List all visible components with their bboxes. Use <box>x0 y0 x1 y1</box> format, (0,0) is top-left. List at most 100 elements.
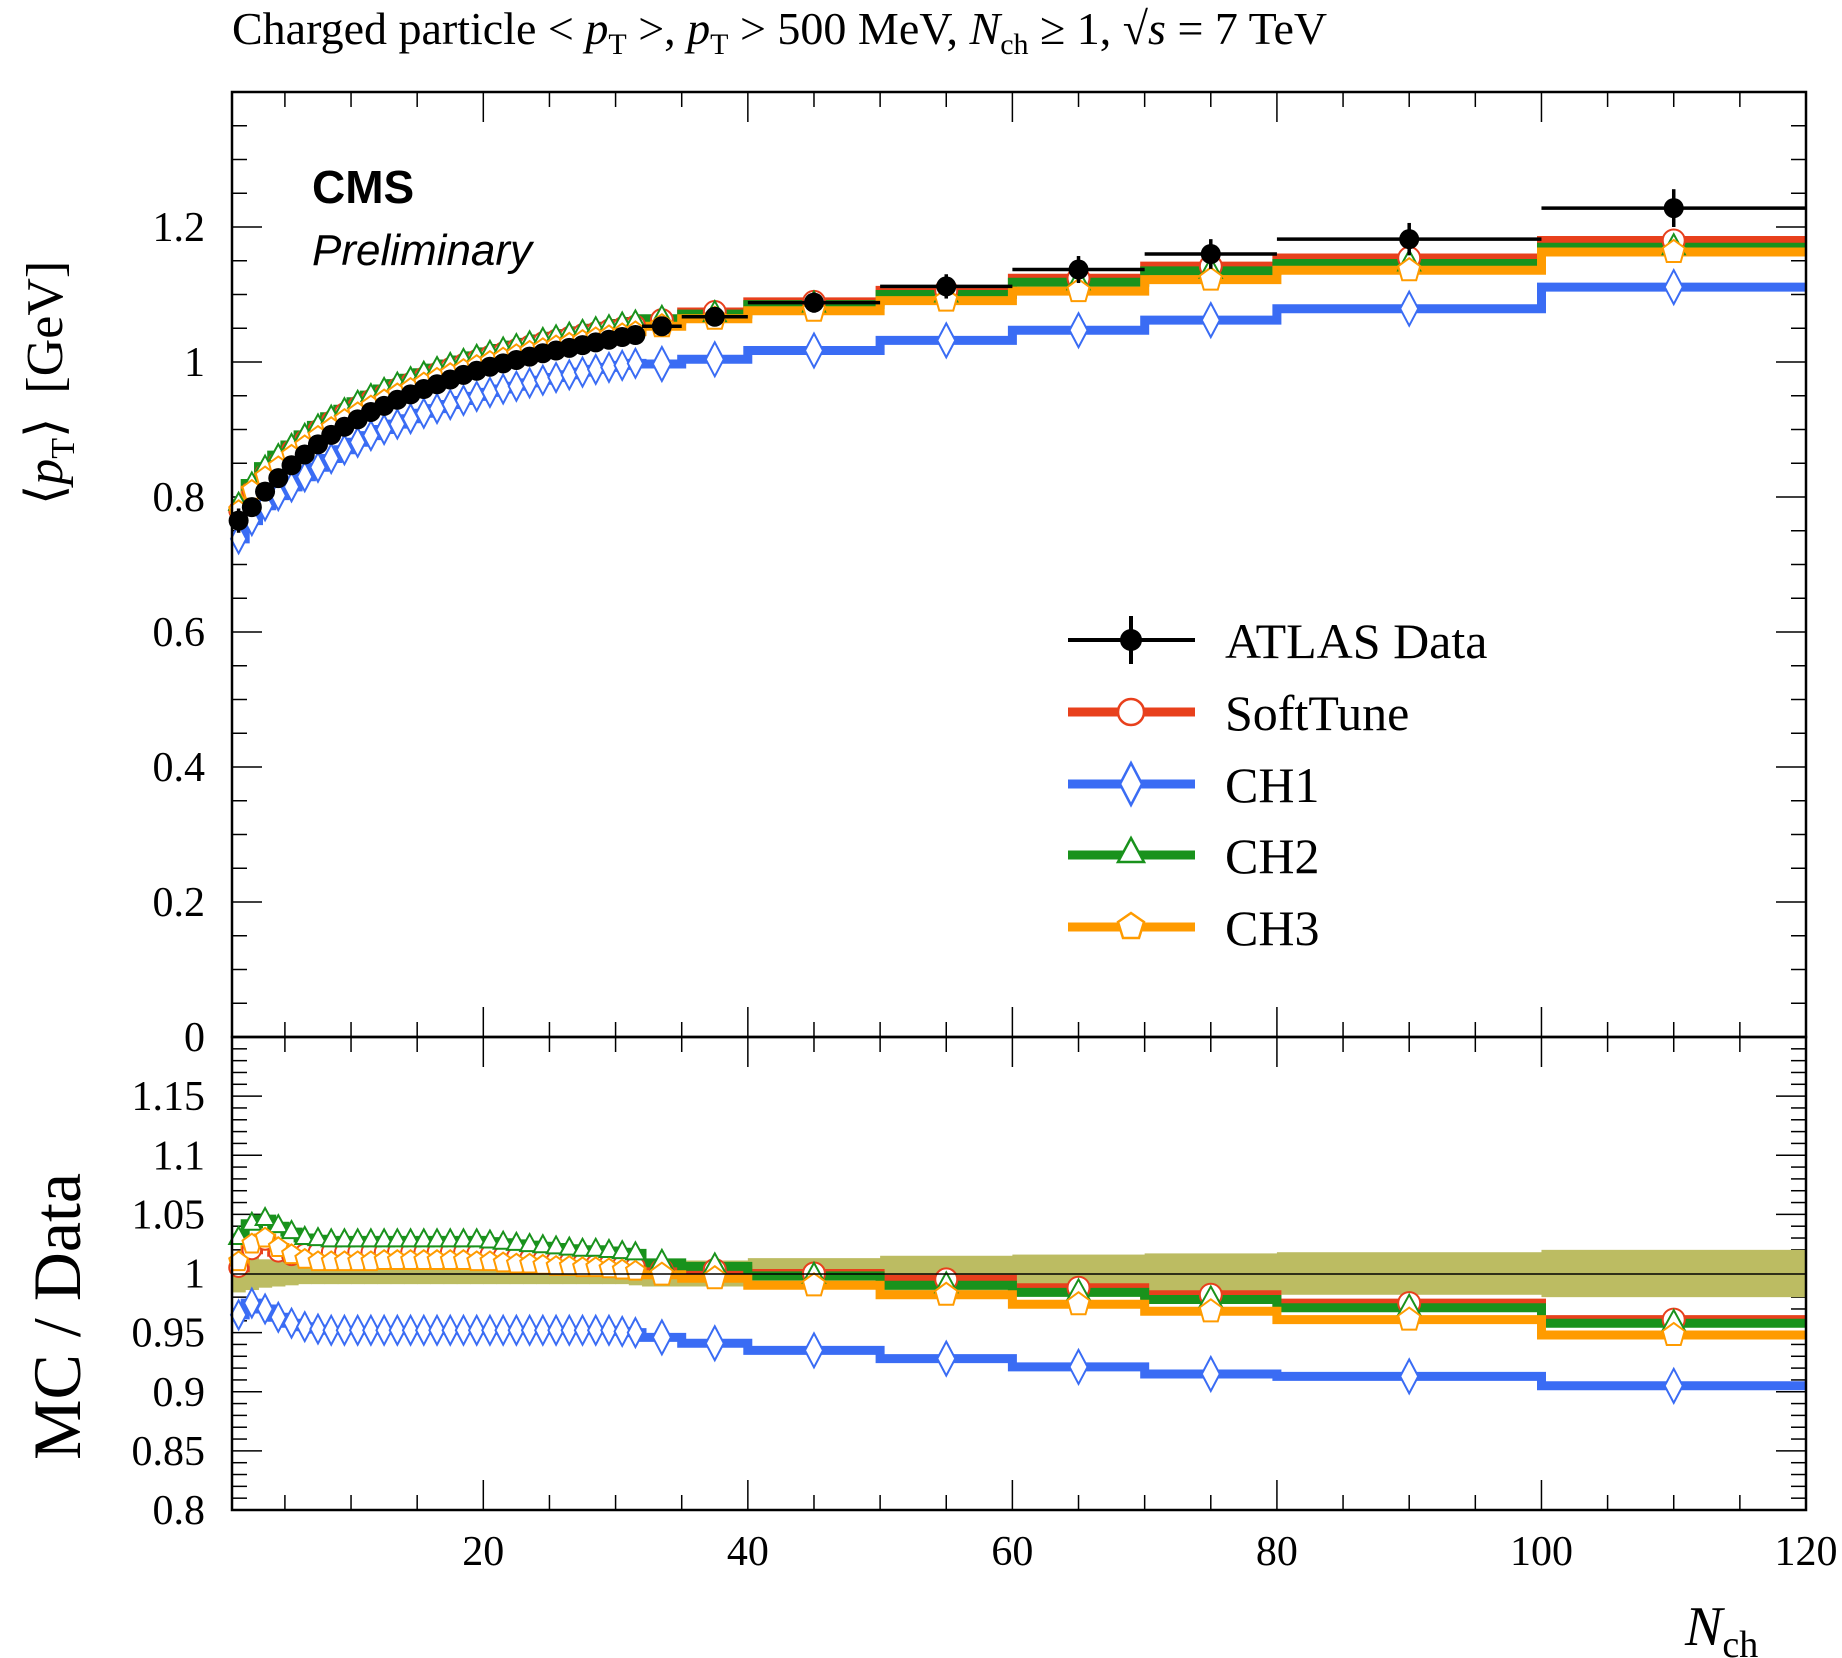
ch2-marker <box>465 1227 488 1248</box>
atlas-data-points <box>228 189 1806 533</box>
ch1-marker <box>651 1318 673 1357</box>
x-tick-label: 40 <box>727 1529 769 1575</box>
ratio-y-tick-label: 1.05 <box>132 1192 206 1238</box>
legend-marker-ch3 <box>1116 911 1146 940</box>
ch3-marker <box>1661 238 1686 263</box>
data-point <box>625 325 646 345</box>
x-tick-label: 120 <box>1775 1529 1838 1575</box>
ch1-marker <box>375 1313 393 1347</box>
legend-label-softtune: SoftTune <box>1225 685 1409 741</box>
ch1-marker <box>534 363 552 397</box>
ch1-marker <box>520 366 539 400</box>
ch1-marker <box>1663 267 1684 307</box>
ch1-marker <box>1399 289 1420 328</box>
ch2-marker <box>571 1236 594 1257</box>
ratio-y-tick-label: 0.95 <box>132 1311 206 1357</box>
ch1-marker <box>651 344 673 384</box>
ch2-marker <box>624 1240 647 1261</box>
ch3-marker <box>1066 1291 1091 1316</box>
chart-title: Charged particle < pT >, pT > 500 MeV, N… <box>232 3 1327 61</box>
ch1-marker <box>560 1313 579 1347</box>
top-y-tick-label: 0.6 <box>153 610 206 656</box>
ch1-marker <box>704 340 725 379</box>
data-point <box>268 468 289 489</box>
data-point <box>1663 198 1684 219</box>
ch3-marker <box>1198 1298 1223 1323</box>
legend-entry-softtune: SoftTune <box>1068 685 1409 741</box>
ch3-marker <box>1198 266 1223 291</box>
x-tick-label: 60 <box>991 1529 1033 1575</box>
ch1-marker <box>586 1313 605 1347</box>
ch1-marker <box>415 1313 433 1347</box>
top-series-markers <box>227 228 1687 556</box>
ch2-marker <box>373 1227 396 1248</box>
legend-entry-atlas-data: ATLAS Data <box>1068 613 1487 669</box>
ch1-marker <box>269 1300 288 1334</box>
ratio-axis-ticks: 20 40 60 80 100 120 0.8 0.85 0.9 0.95 1 1.05 1.1 1.15 <box>132 1036 1838 1575</box>
ch1-marker <box>388 407 407 441</box>
ch1-marker <box>494 372 512 406</box>
ch1-marker <box>547 360 565 395</box>
ch2-marker <box>452 1227 475 1248</box>
ch1-marker <box>936 321 957 360</box>
ch1-marker <box>520 1313 539 1347</box>
data-point <box>704 306 725 327</box>
ch1-marker <box>600 350 618 384</box>
ch1-marker <box>1068 311 1089 350</box>
ch2-marker <box>267 1213 290 1234</box>
ch2-marker <box>492 1229 515 1250</box>
ch1-marker <box>282 1306 301 1340</box>
ch3-marker <box>1397 1306 1422 1331</box>
legend-marker-atlas-data <box>1120 629 1142 651</box>
ch2-marker <box>425 1227 449 1248</box>
legend-label-ch1: CH1 <box>1225 757 1319 813</box>
ch3-marker <box>254 1226 276 1248</box>
ch1-marker <box>428 1313 446 1347</box>
ch1-marker <box>229 1298 248 1332</box>
ch1-marker <box>534 1313 552 1347</box>
ch1-marker <box>803 1331 825 1370</box>
legend-marker-ch2 <box>1115 835 1147 864</box>
ch1-marker <box>481 375 499 409</box>
legend-label-ch3: CH3 <box>1225 900 1319 956</box>
top-axis-ticks: 0 0.2 0.4 0.6 0.8 1 1.2 <box>153 92 1807 1061</box>
ch3-marker <box>624 1259 646 1281</box>
ch3-marker <box>702 1264 727 1290</box>
cms-label: CMS <box>312 161 414 213</box>
ch2-marker <box>597 1237 621 1258</box>
legend-label-ch2: CH2 <box>1225 828 1319 884</box>
ch1-marker <box>1663 1366 1684 1405</box>
ch1-marker <box>507 1313 526 1347</box>
ch1-marker <box>322 1313 340 1347</box>
ch1-marker <box>243 1286 261 1320</box>
ch1-marker <box>309 450 327 484</box>
ch2-marker <box>505 1230 528 1251</box>
ch1-marker <box>401 402 420 436</box>
ch1-marker <box>348 1313 367 1347</box>
ch1-marker <box>626 1316 645 1350</box>
legend-marker-softtune <box>1116 697 1146 727</box>
ratio-y-tick-label: 1.1 <box>153 1133 206 1179</box>
x-tick-label: 100 <box>1510 1529 1573 1575</box>
ch1-marker <box>704 1324 725 1363</box>
ch2-marker <box>478 1228 501 1249</box>
top-y-tick-label: 0 <box>184 1015 205 1061</box>
preliminary-label: Preliminary <box>312 226 535 275</box>
ratio-series-markers <box>227 1205 1687 1405</box>
ch1-marker <box>467 1313 486 1347</box>
ch1-marker <box>467 379 486 414</box>
ratio-y-tick-label: 0.8 <box>153 1488 206 1534</box>
ch1-marker <box>309 1312 327 1346</box>
ch1-marker <box>335 433 354 467</box>
ch1-marker <box>441 387 460 422</box>
ch1-marker <box>401 1313 420 1347</box>
ch2-marker <box>386 1227 409 1248</box>
ch1-marker <box>547 1313 565 1347</box>
ch1-marker <box>335 1313 354 1347</box>
data-point <box>1200 244 1221 264</box>
data-point <box>255 481 276 502</box>
ch1-marker <box>295 1310 314 1344</box>
data-point <box>651 316 672 337</box>
x-tick-label: 20 <box>462 1529 504 1575</box>
data-point <box>936 276 957 297</box>
